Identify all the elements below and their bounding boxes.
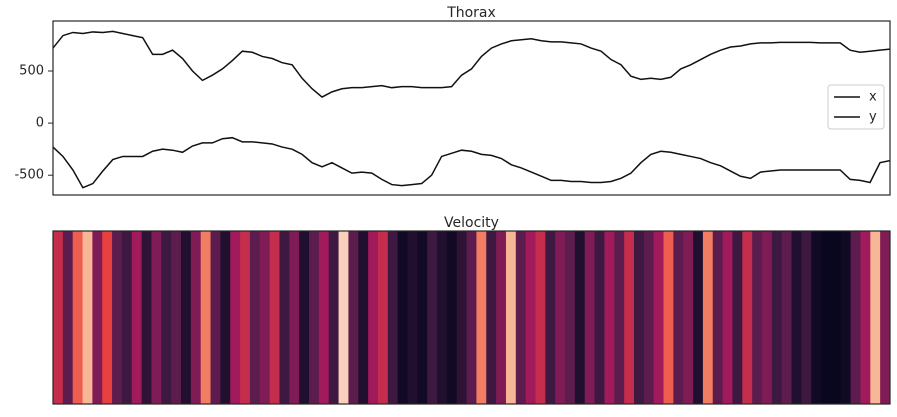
heat-cell <box>574 231 586 404</box>
heat-cell <box>643 231 655 404</box>
heat-cell <box>171 231 182 404</box>
heat-cell <box>830 231 842 404</box>
heat-cell <box>299 231 310 404</box>
line-series <box>52 30 891 98</box>
heat-cell <box>633 231 645 404</box>
heat-cell <box>801 231 812 404</box>
heat-cell <box>131 231 143 404</box>
heat-cell <box>496 231 507 404</box>
heat-cell <box>476 231 487 404</box>
heat-cell <box>791 231 802 404</box>
heat-cell <box>811 231 822 404</box>
heat-cell <box>210 231 221 404</box>
chart-title: Thorax <box>446 5 496 21</box>
heat-cell <box>761 231 773 404</box>
chart-title: Velocity <box>444 215 499 231</box>
legend-label: y <box>869 110 877 125</box>
heat-cell <box>190 231 202 404</box>
heat-cell <box>141 231 152 404</box>
heat-cell <box>525 231 537 404</box>
heat-cell <box>377 231 389 404</box>
heat-cell <box>328 231 340 404</box>
heat-cell <box>230 231 241 404</box>
heat-cell <box>161 231 172 404</box>
heat-cell <box>771 231 783 404</box>
heat-cell <box>880 231 891 404</box>
heat-cell <box>417 231 428 404</box>
heat-cell <box>702 231 714 404</box>
y-tick-label: -500 <box>14 168 44 183</box>
heat-cell <box>850 231 861 404</box>
heat-cell <box>407 231 418 404</box>
heat-cell <box>722 231 733 404</box>
heat-cell <box>53 231 64 404</box>
heat-cell <box>259 231 271 404</box>
heat-cell <box>545 231 556 404</box>
heat-cell <box>584 231 596 404</box>
y-tick-label: 500 <box>19 64 44 79</box>
heat-cell <box>742 231 753 404</box>
heat-cell <box>624 231 635 404</box>
heat-cell <box>72 231 84 404</box>
legend-label: x <box>869 90 877 105</box>
axes-frame <box>52 20 891 196</box>
heat-cell <box>397 231 408 404</box>
heat-cell <box>279 231 290 404</box>
heat-cell <box>368 231 379 404</box>
heat-cell <box>535 231 546 404</box>
heat-cell <box>653 231 665 404</box>
axes-frame <box>52 230 891 405</box>
heat-cell <box>338 231 349 404</box>
heat-cell <box>693 231 704 404</box>
line-series <box>52 136 891 189</box>
y-tick-label: 0 <box>36 116 44 131</box>
heat-cell <box>821 231 832 404</box>
heat-cell <box>565 231 576 404</box>
heat-cell <box>358 231 369 404</box>
heat-cell <box>220 231 231 404</box>
heat-cell <box>289 231 300 404</box>
heat-cell <box>112 231 123 404</box>
heat-cell <box>318 231 330 404</box>
heat-cell <box>249 231 261 404</box>
heat-cell <box>781 231 793 404</box>
heat-cell <box>614 231 625 404</box>
heat-cell <box>387 231 399 404</box>
heat-cell <box>673 231 684 404</box>
heat-cell <box>62 231 74 404</box>
heat-cell <box>555 231 566 404</box>
heat-cell <box>732 231 743 404</box>
heat-cell <box>456 231 468 404</box>
heat-cell <box>269 231 280 404</box>
heat-cell <box>240 231 251 404</box>
heat-cell <box>102 231 113 404</box>
heat-cell <box>427 231 438 404</box>
heat-cell <box>309 231 320 404</box>
heat-cell <box>752 231 763 404</box>
heat-cell <box>181 231 192 404</box>
heat-cell <box>466 231 477 404</box>
heat-cell <box>437 231 448 404</box>
heat-cell <box>505 231 517 404</box>
heat-cell <box>840 231 852 404</box>
heat-cell <box>663 231 674 404</box>
heat-cell <box>446 231 458 404</box>
heat-cell <box>151 231 162 404</box>
heat-cell <box>604 231 615 404</box>
heat-cell <box>594 231 605 404</box>
heat-cell <box>860 231 871 404</box>
heat-cell <box>486 231 497 404</box>
legend-box <box>827 84 885 130</box>
heat-cell <box>200 231 212 404</box>
heat-cell <box>515 231 527 404</box>
heat-cell <box>121 231 133 404</box>
heat-cell <box>712 231 724 404</box>
heat-cell <box>92 231 103 404</box>
heat-cell <box>870 231 881 404</box>
heat-cell <box>683 231 694 404</box>
heat-cell <box>348 231 359 404</box>
heat-cell <box>82 231 93 404</box>
